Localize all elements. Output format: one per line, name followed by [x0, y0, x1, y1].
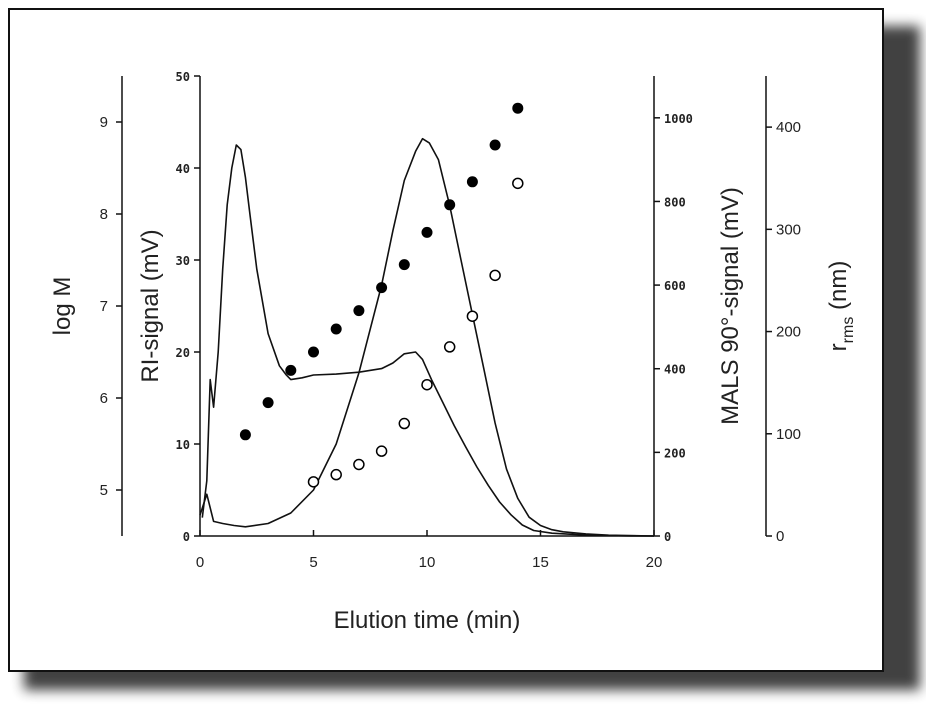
- logm-data-point: [421, 226, 433, 238]
- ri-tick-label: 40: [176, 162, 190, 176]
- mals-axis-label: MALS 90°-signal (mV): [717, 187, 744, 425]
- rms-tick-label: 100: [776, 426, 801, 443]
- x-axis-label: Elution time (min): [334, 607, 521, 634]
- logm-data-point: [239, 429, 251, 441]
- rms-label-main: r: [825, 343, 852, 351]
- logm-data-point: [512, 102, 524, 114]
- x-tick-label: 15: [532, 554, 549, 571]
- x-tick-label: 5: [309, 554, 317, 571]
- ri-tick-label: 30: [176, 254, 190, 268]
- logm-data-point: [262, 397, 274, 409]
- mals-tick-label: 200: [664, 446, 686, 460]
- ri-tick-label: 20: [176, 346, 190, 360]
- plot-axes: [121, 76, 767, 537]
- logm-tick-label: 6: [100, 390, 108, 407]
- rms-data-point: [330, 468, 342, 481]
- mals-tick-label: 1000: [664, 112, 693, 126]
- ri-tick-label: 10: [176, 438, 190, 452]
- mals-tick-label: 600: [664, 279, 686, 293]
- rms-data-point: [398, 417, 411, 430]
- mals-trace-line: [199, 137, 655, 537]
- rms-data-point: [443, 341, 456, 353]
- logm-tick-label: 5: [100, 482, 108, 499]
- logm-tick-label: 9: [100, 114, 108, 131]
- logm-data-point: [353, 305, 365, 317]
- logm-tick-label: 7: [100, 298, 108, 315]
- rms-label-unit: (nm): [825, 261, 852, 317]
- ri-tick-label: 0: [183, 530, 190, 544]
- logm-data-point: [466, 176, 478, 188]
- rms-data-point: [466, 310, 479, 322]
- mals-tick-label: 0: [664, 530, 671, 544]
- series-layer: [199, 102, 655, 537]
- ri-trace-line: [201, 144, 654, 537]
- logm-tick-label: 8: [100, 206, 108, 223]
- rms-data-point: [353, 458, 365, 471]
- rms-data-point: [512, 177, 524, 190]
- rms-tick-label: 300: [776, 221, 801, 238]
- logm-data-point: [308, 346, 319, 358]
- logm-data-point: [444, 199, 456, 211]
- rms-data-point: [307, 476, 320, 488]
- rms-tick-label: 0: [776, 528, 784, 545]
- x-tick-label: 20: [646, 554, 663, 571]
- rms-tick-label: 400: [776, 119, 801, 136]
- logm-data-point: [330, 323, 342, 335]
- rms-label-sub: rms: [840, 317, 857, 344]
- ticks-layer: 0 5 10 15 20 5 6 7 8 9 0 10 20 30 40 50 0 200 400 600 800 100…: [100, 70, 801, 571]
- rms-data-point: [489, 269, 501, 282]
- mals-tick-label: 400: [664, 363, 686, 377]
- logm-data-point: [489, 139, 501, 151]
- logm-data-point: [285, 364, 297, 376]
- figure-frame: [8, 8, 884, 672]
- logm-axis-label: log M: [49, 277, 76, 336]
- logm-data-point: [398, 259, 410, 271]
- ri-tick-label: 50: [176, 70, 190, 84]
- logm-data-point: [376, 282, 388, 294]
- rms-data-point: [421, 378, 433, 391]
- rms-tick-label: 200: [776, 324, 801, 341]
- rms-data-point: [375, 445, 388, 457]
- x-tick-label: 10: [419, 554, 436, 571]
- x-tick-label: 0: [196, 554, 204, 571]
- rms-axis-label: rrms (nm): [825, 261, 857, 352]
- ri-axis-label: RI-signal (mV): [137, 229, 164, 382]
- mals-tick-label: 800: [664, 195, 686, 209]
